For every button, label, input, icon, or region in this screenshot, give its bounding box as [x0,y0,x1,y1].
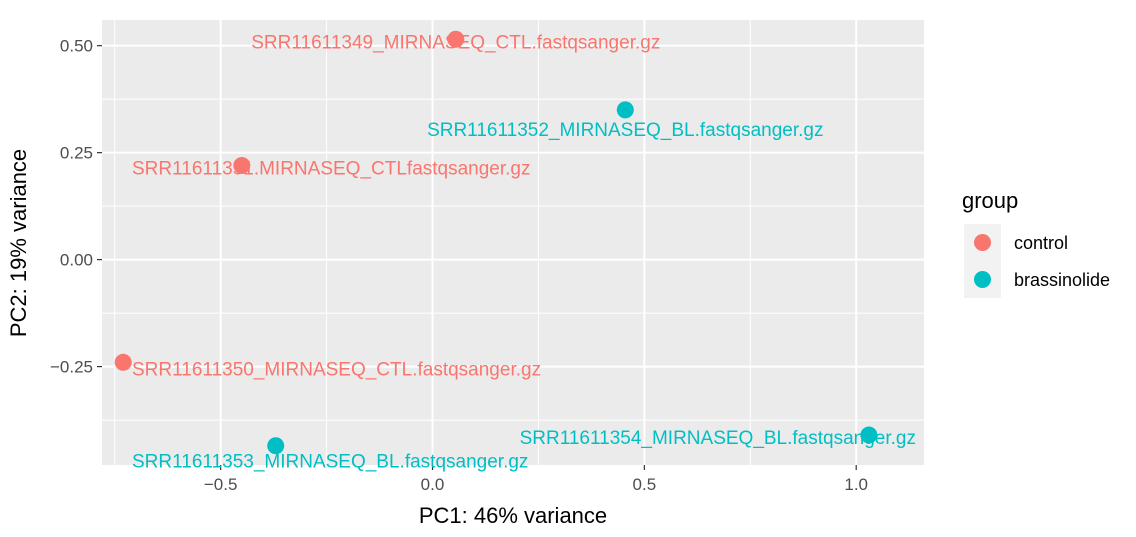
data-point [616,101,634,119]
legend-entries: control brassinolide [964,224,1110,298]
major-grid [102,20,924,465]
x-tick-label: 1.0 [844,475,868,494]
legend-label: brassinolide [1014,270,1110,290]
point-label: SRR11611354_MIRNASEQ_BL.fastqsanger.gz [520,428,916,449]
data-point [233,156,251,174]
x-axis: −0.5 0.0 0.5 1.0 [204,465,868,494]
point-label: SRR11611353_MIRNASEQ_BL.fastqsanger.gz [132,452,528,473]
point-label: SRR11611350_MIRNASEQ_CTL.fastqsanger.gz [132,359,541,380]
data-points [114,30,878,455]
y-tick-label: −0.25 [50,358,93,377]
legend-label: control [1014,233,1068,253]
x-axis-title: PC1: 46% variance [419,503,607,528]
data-point [447,30,465,48]
y-axis-title: PC2: 19% variance [6,149,31,337]
y-axis: 0.50 0.25 0.00 −0.25 [50,37,102,377]
legend-title: group [962,188,1018,213]
legend: group control brassinolide [962,188,1110,298]
y-tick-label: 0.50 [60,37,93,56]
data-point [114,353,132,371]
x-tick-label: 0.5 [633,475,657,494]
y-tick-label: 0.25 [60,144,93,163]
data-point [267,437,285,455]
x-tick-label: 0.0 [421,475,445,494]
point-labels: SRR11611349_MIRNASEQ_CTL.fastqsanger.gzS… [132,32,916,472]
minor-grid [102,20,924,465]
point-label: SRR11611351.MIRNASEQ_CTLfastqsanger.gz [132,158,531,179]
data-point [860,426,878,444]
y-tick-label: 0.00 [60,251,93,270]
legend-swatch [974,234,991,251]
legend-swatch [974,271,991,288]
x-tick-label: −0.5 [204,475,238,494]
plot-panel [102,20,924,465]
point-label: SRR11611352_MIRNASEQ_BL.fastqsanger.gz [427,120,823,141]
